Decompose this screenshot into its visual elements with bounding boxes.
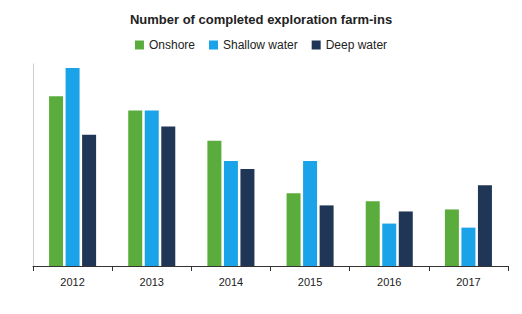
svg-text:Onshore: Onshore [149, 38, 195, 52]
svg-text:Shallow water: Shallow water [223, 38, 298, 52]
svg-text:Number of completed exploratio: Number of completed exploration farm-ins [130, 12, 392, 27]
svg-text:2017: 2017 [456, 276, 480, 288]
svg-text:Deep water: Deep water [326, 38, 387, 52]
svg-text:2015: 2015 [298, 276, 322, 288]
svg-text:2016: 2016 [377, 276, 401, 288]
svg-text:2012: 2012 [60, 276, 84, 288]
svg-text:2013: 2013 [140, 276, 164, 288]
svg-text:2014: 2014 [219, 276, 243, 288]
